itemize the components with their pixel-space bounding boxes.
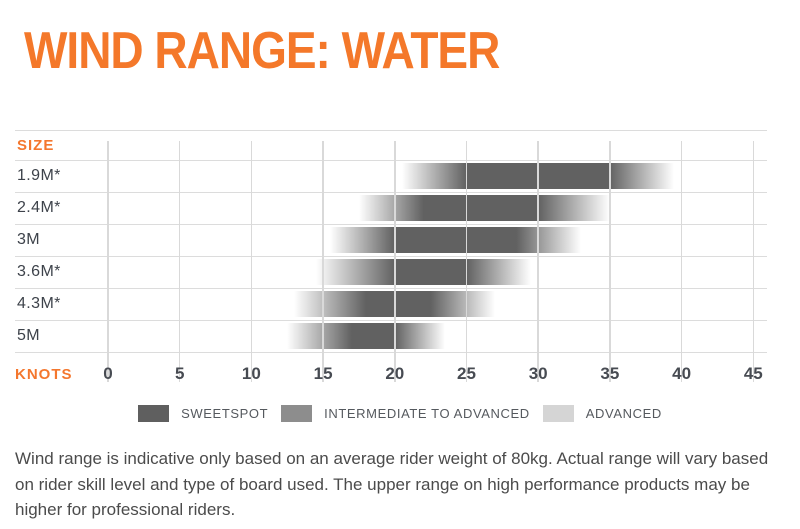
row-separator-line (15, 256, 767, 257)
axis-tick-label: 20 (385, 364, 405, 383)
legend-label: INTERMEDIATE TO ADVANCED (324, 405, 530, 421)
gridline (609, 141, 611, 382)
legend-swatch (138, 404, 170, 422)
knots-axis-label: KNOTS (15, 366, 73, 383)
gridline (752, 141, 755, 382)
legend-swatch (542, 404, 574, 422)
wind-range-bar (330, 227, 582, 253)
axis-tick-label: 30 (528, 364, 548, 383)
legend-label: ADVANCED (585, 405, 662, 421)
size-column-header: SIZE (17, 137, 55, 154)
gridline (465, 141, 468, 382)
disclaimer-text: Wind range is indicative only based on a… (15, 449, 769, 519)
row-separator-line (15, 352, 767, 353)
axis-tick-label: 45 (743, 364, 763, 383)
size-row-label: 3M (17, 231, 41, 248)
row-separator-line (15, 160, 767, 161)
gridline (680, 141, 683, 382)
size-row-label: 5M (17, 327, 41, 344)
page-title: WIND RANGE: WATER (24, 21, 500, 80)
gridline (537, 141, 539, 382)
size-row-label: 2.4M* (17, 199, 61, 216)
size-row-label: 4.3M* (17, 295, 61, 312)
row-separator-line (15, 224, 767, 225)
axis-tick-label: 5 (174, 364, 185, 383)
axis-tick-label: 40 (672, 364, 692, 383)
wind-range-bar (287, 323, 445, 349)
legend-item: ADVANCED (542, 404, 662, 422)
wind-range-chart: SIZE KNOTS 1.9M* 2.4M* 3M 3.6M* 4.3M* 5M 0 5 10 1… (15, 130, 767, 383)
wind-range-bar (315, 259, 532, 285)
row-separator-line (15, 130, 767, 131)
row-separator-line (15, 288, 767, 289)
size-row-label: 3.6M* (17, 263, 61, 280)
legend-swatch (281, 404, 313, 422)
axis-tick-label: 0 (103, 364, 113, 383)
row-separator-line (15, 320, 767, 321)
axis-tick-label: 10 (241, 364, 261, 383)
gridline (107, 141, 109, 382)
legend-item: SWEETSPOT (138, 404, 269, 422)
legend-item: INTERMEDIATE TO ADVANCED (281, 404, 530, 422)
gridline (178, 141, 181, 382)
size-row-label: 1.9M* (17, 167, 61, 184)
gridline (250, 141, 253, 382)
chart-legend: SWEETSPOT INTERMEDIATE TO ADVANCED ADVANCE… (0, 402, 800, 424)
gridline (394, 141, 396, 382)
wind-range-bar (358, 195, 610, 221)
row-separator-line (15, 192, 767, 193)
axis-tick-label: 35 (600, 364, 620, 383)
axis-tick-label: 15 (313, 364, 333, 383)
gridline (322, 141, 324, 382)
legend-label: SWEETSPOT (181, 405, 269, 421)
axis-tick-label: 25 (457, 364, 476, 383)
